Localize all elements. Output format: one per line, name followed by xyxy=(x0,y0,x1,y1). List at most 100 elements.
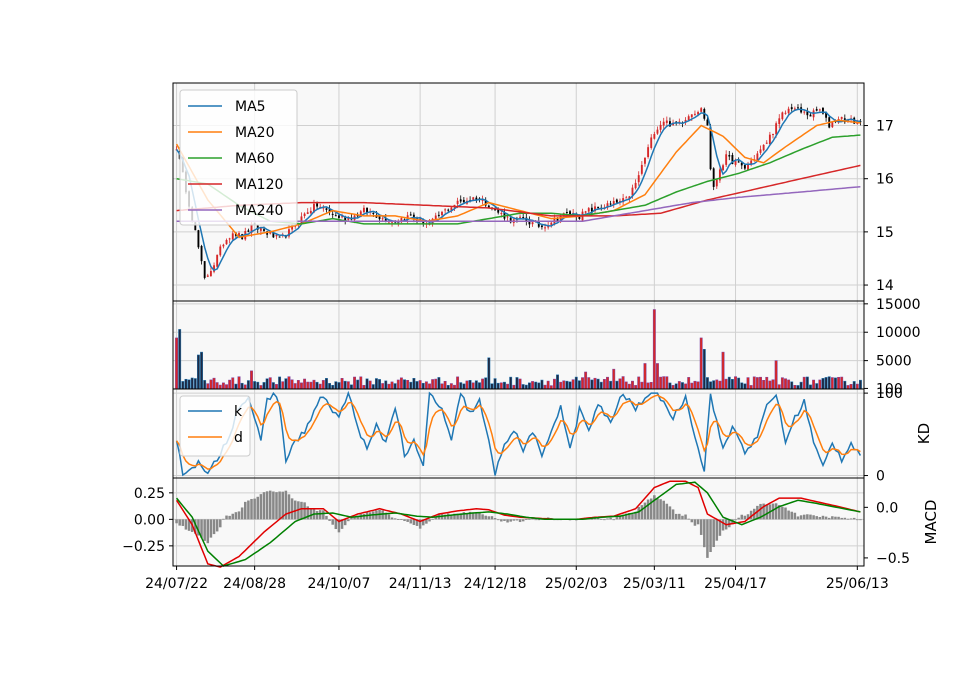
candle-body xyxy=(831,122,834,128)
volume-bar xyxy=(215,382,219,390)
volume-ytick-label: 10000 xyxy=(876,325,921,341)
macd-histogram-bar xyxy=(468,511,472,520)
macd-histogram-bar xyxy=(771,503,775,520)
macd-histogram-bar xyxy=(612,519,615,521)
volume-bar xyxy=(546,380,550,390)
kd-ytick-label: 100 xyxy=(876,386,903,402)
volume-bar xyxy=(499,382,503,390)
macd-histogram-bar xyxy=(456,513,459,520)
macd-dif-line xyxy=(175,480,861,568)
candle-body xyxy=(238,233,240,236)
candle-body xyxy=(347,217,350,220)
candle-body xyxy=(206,275,209,277)
volume-bar xyxy=(787,379,791,390)
volume-bar xyxy=(321,380,325,390)
volume-bar xyxy=(827,376,831,390)
volume-bar xyxy=(484,377,488,390)
volume-bar xyxy=(515,377,519,390)
macd-histogram-bar xyxy=(743,515,747,520)
macd-histogram-bar xyxy=(384,512,388,520)
candle-body xyxy=(387,222,390,224)
volume-bar xyxy=(687,377,691,390)
volume-bar xyxy=(434,378,438,390)
macd-histogram-bar xyxy=(350,517,353,520)
candle-body xyxy=(597,206,600,209)
candle-body xyxy=(550,222,553,225)
volume-bar xyxy=(674,383,678,390)
macd-histogram-bar xyxy=(256,496,260,520)
volume-bar xyxy=(627,383,631,390)
legend-label-ma5: MA5 xyxy=(235,99,266,115)
volume-bar xyxy=(646,382,650,390)
macd-histogram-bar xyxy=(684,514,687,520)
volume-bar xyxy=(593,377,597,390)
volume-bar xyxy=(690,382,694,390)
volume-bar xyxy=(699,337,703,390)
volume-bar xyxy=(456,376,460,390)
candle-body xyxy=(840,116,843,119)
volume-bar xyxy=(393,383,397,390)
volume-bar xyxy=(852,381,856,390)
candle-body xyxy=(309,210,312,214)
volume-bar xyxy=(300,382,303,390)
volume-bar xyxy=(421,382,425,390)
volume-bar xyxy=(696,381,700,390)
candle-body xyxy=(219,246,222,256)
volume-bar xyxy=(284,378,288,390)
volume-ytick-label: 5000 xyxy=(876,354,912,370)
candle-body xyxy=(631,187,634,196)
macd-histogram-bar xyxy=(262,492,266,520)
volume-bar xyxy=(503,381,506,390)
volume-bar xyxy=(240,382,244,390)
volume-bar xyxy=(193,378,197,390)
macd-histogram-bar xyxy=(531,518,534,520)
volume-bar xyxy=(424,381,428,390)
candle-body xyxy=(359,211,362,217)
macd-histogram-bar xyxy=(590,518,594,520)
volume-bar xyxy=(196,354,200,390)
volume-bar xyxy=(278,376,282,390)
macd-histogram-bar xyxy=(422,519,425,526)
candle-body xyxy=(540,225,543,228)
candle-body xyxy=(859,121,862,123)
candle-body xyxy=(809,114,812,117)
kd-ytick-label: 0 xyxy=(876,469,885,485)
candle-body xyxy=(784,112,787,114)
candle-body xyxy=(231,233,234,240)
macd-histogram-bar xyxy=(537,519,541,521)
candle-body xyxy=(650,137,653,148)
volume-bar xyxy=(350,384,353,390)
volume-bar xyxy=(412,378,416,390)
candle-body xyxy=(768,134,771,145)
volume-bar xyxy=(746,377,750,390)
macd-histogram-bar xyxy=(503,519,506,521)
macd-histogram-bar xyxy=(512,519,516,521)
macd-histogram-bar xyxy=(715,519,719,541)
volume-bar xyxy=(609,380,613,390)
candle-body xyxy=(366,207,368,213)
price-legend-box xyxy=(179,89,298,226)
candle-body xyxy=(731,155,734,165)
macd-histogram-bar xyxy=(284,490,288,520)
macd-histogram-bar xyxy=(234,512,238,520)
candle-body xyxy=(412,214,415,219)
volume-bar xyxy=(743,383,747,390)
macd-histogram-bar xyxy=(521,519,525,522)
candle-body xyxy=(291,225,294,230)
candle-body xyxy=(825,112,828,118)
macd-histogram-bar xyxy=(721,519,725,531)
volume-bar xyxy=(568,381,572,390)
volume-bar xyxy=(846,385,850,390)
volume-bar xyxy=(378,379,381,390)
macd-histogram-bar xyxy=(624,513,628,520)
macd-histogram-bar xyxy=(206,519,210,544)
macd-histogram-bar xyxy=(534,519,537,521)
macd-histogram-bar xyxy=(690,519,694,523)
candle-body xyxy=(275,235,278,237)
volume-bar xyxy=(518,378,522,390)
candle-body xyxy=(815,109,818,111)
volume-bar xyxy=(752,376,756,390)
macd-histogram-bar xyxy=(762,503,765,520)
macd-histogram-bar xyxy=(596,517,600,520)
macd-histogram-bar xyxy=(525,519,528,520)
